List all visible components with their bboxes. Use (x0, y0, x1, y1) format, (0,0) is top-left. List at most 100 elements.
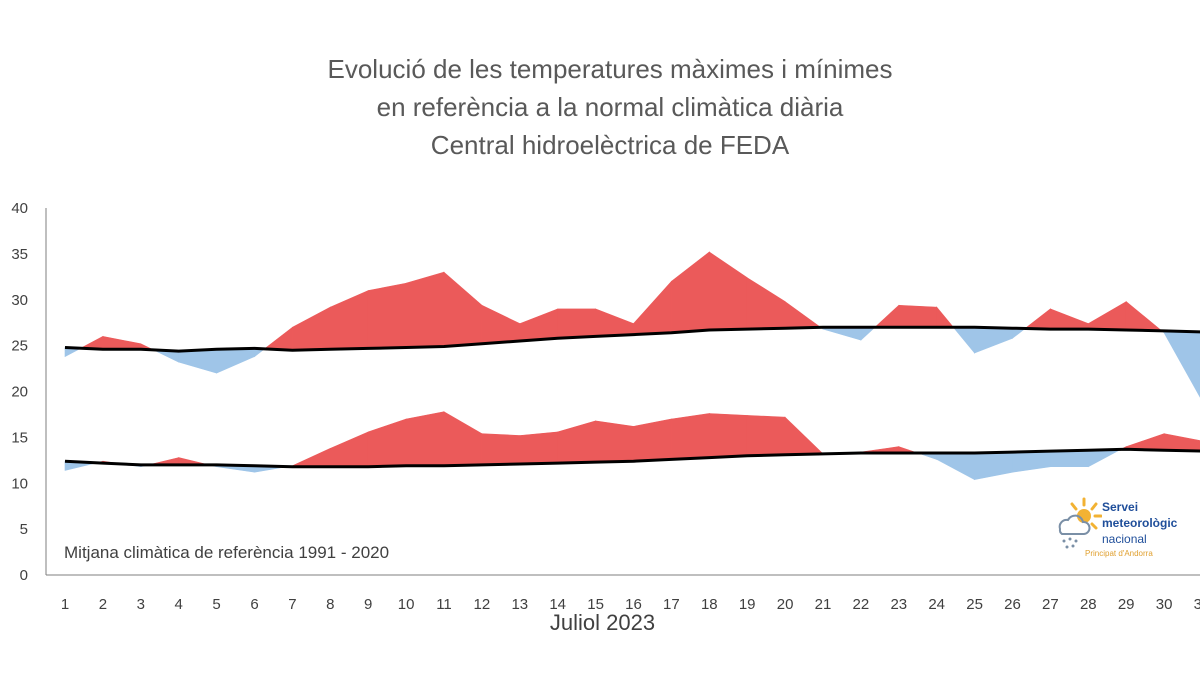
y-tick-35: 35 (11, 246, 28, 263)
tmax-anomaly-segment-day-28 (1088, 301, 1127, 331)
anomaly-areas (64, 251, 1200, 481)
x-tick-21: 21 (815, 596, 832, 613)
tmax-anomaly-segment-day-29 (1125, 300, 1163, 332)
tmin-anomaly-segment-day-25 (974, 451, 1013, 480)
chart-title-line-1: Evolució de les temperatures màximes i m… (327, 54, 893, 84)
tmax-anomaly-segment-day-12 (481, 304, 521, 345)
x-tick-28: 28 (1080, 596, 1097, 613)
tmax-anomaly-segment-day-7 (292, 306, 331, 351)
x-tick-31: 31 (1194, 596, 1200, 613)
tmax-anomaly-segment-day-19 (746, 277, 786, 330)
logo-line-2: meteorològic (1102, 516, 1178, 530)
tmax-anomaly-segment-day-27 (1050, 308, 1089, 330)
normal-lines (64, 325, 1200, 469)
tmax-anomaly-segment-day-11 (443, 271, 483, 347)
y-tick-10: 10 (11, 475, 28, 492)
logo-subtitle: Principat d'Andorra (1085, 549, 1153, 558)
x-axis-label: Juliol 2023 (549, 610, 656, 635)
tmax-anomaly-segment-day-15 (595, 308, 634, 337)
tmax-anomaly-segment-day-30 (1163, 330, 1200, 398)
x-tick-15: 15 (587, 596, 604, 613)
x-tick-7: 7 (288, 596, 296, 613)
tmax-anomaly-segment-day-17 (671, 251, 710, 334)
y-tick-15: 15 (11, 429, 28, 446)
x-tick-26: 26 (1004, 596, 1021, 613)
chart-title-line-3: Central hidroelèctrica de FEDA (430, 130, 790, 160)
tmin-anomaly-segment-day-12 (481, 433, 521, 466)
x-tick-13: 13 (511, 596, 528, 613)
tmax-anomaly-segment-day-6 (263, 326, 293, 351)
tmin-anomaly-segment-day-24 (936, 452, 975, 481)
logo-line-3: nacional (1102, 532, 1147, 546)
tmin-anomaly-segment-day-28 (1088, 449, 1121, 468)
tmin-anomaly-segment-day-19 (746, 415, 786, 457)
tmax-anomaly-segment-day-18 (709, 251, 748, 331)
axes (45, 208, 1200, 576)
y-tick-5: 5 (20, 521, 28, 538)
logo-line-1: Servei (1102, 500, 1139, 514)
x-tick-20: 20 (777, 596, 794, 613)
y-tick-25: 25 (11, 338, 28, 355)
tmax-anomaly-segment-day-20 (784, 301, 822, 329)
x-tick-6: 6 (250, 596, 258, 613)
x-tick-2: 2 (99, 596, 107, 613)
tmin-anomaly-segment-day-17 (671, 413, 710, 460)
x-tick-4: 4 (175, 596, 183, 613)
tmin-anomaly-segment-day-16 (633, 418, 672, 462)
x-tick-19: 19 (739, 596, 756, 613)
x-tick-22: 22 (853, 596, 870, 613)
chart-title: Evolució de les temperatures màximes i m… (0, 50, 1200, 164)
tmax-anomaly-segment-day-25 (974, 326, 1013, 354)
x-tick-30: 30 (1156, 596, 1173, 613)
x-tick-27: 27 (1042, 596, 1059, 613)
x-tick-3: 3 (137, 596, 145, 613)
tmax-anomaly-segment-day-2 (102, 336, 142, 350)
tmax-anomaly-segment-day-22 (874, 304, 900, 328)
x-tick-labels: 1 2 3 4 5 6 7 8 9 10 11 12 13 14 15 16 17 18 19 20 21 22 23 24 2… (61, 596, 1200, 613)
tmin-anomaly-segment-day-11 (443, 411, 483, 467)
tmin-anomaly-segment-day-20 (784, 416, 824, 456)
smn-logo: Servei meteorològic nacional Principat d… (1052, 495, 1200, 565)
tmax-anomaly-segment-day-14 (557, 308, 596, 339)
x-tick-8: 8 (326, 596, 334, 613)
tmax-anomaly-segment-day-26 (1024, 308, 1051, 330)
x-tick-14: 14 (549, 596, 566, 613)
tmin-anomaly-segment-day-9 (367, 418, 407, 468)
tmax-anomaly-segment-day-24 (952, 327, 975, 354)
tmax-anomaly-segment-day-22 (860, 327, 876, 341)
tmin-anomaly-segment-day-30 (1163, 433, 1200, 452)
chart-title-line-2: en referència a la normal climàtica diàr… (376, 92, 844, 122)
tmax-anomaly-segment-day-10 (405, 271, 445, 348)
tmin-anomaly-segment-day-26 (1012, 450, 1051, 473)
tmax-anomaly-segment-day-13 (519, 308, 558, 342)
tmax-anomaly-segment-day-21 (822, 327, 862, 341)
x-tick-1: 1 (61, 596, 69, 613)
x-tick-16: 16 (625, 596, 642, 613)
x-tick-5: 5 (212, 596, 220, 613)
x-tick-10: 10 (398, 596, 415, 613)
tmin-anomaly-segment-day-18 (709, 413, 748, 458)
tmax-normal-line (64, 325, 1200, 353)
tmin-anomaly-segment-day-15 (595, 420, 634, 463)
y-tick-30: 30 (11, 292, 28, 309)
tmax-anomaly-segment-day-9 (367, 282, 407, 349)
tmax-anomaly-segment-day-24 (936, 306, 955, 328)
tmin-anomaly-segment-day-10 (405, 411, 445, 467)
tmin-anomaly-segment-day-7 (292, 447, 331, 467)
x-tick-9: 9 (364, 596, 372, 613)
tmax-anomaly-segment-day-23 (898, 304, 937, 328)
tmin-anomaly-segment-day-8 (330, 431, 369, 467)
x-tick-12: 12 (474, 596, 491, 613)
tmax-anomaly-segment-day-5 (216, 348, 255, 374)
tmin-anomaly-segment-day-29 (1125, 433, 1165, 451)
tmax-anomaly-segment-day-8 (330, 290, 369, 350)
x-tick-17: 17 (663, 596, 680, 613)
reference-period-note: Mitjana climàtica de referència 1991 - 2… (64, 543, 390, 562)
x-tick-18: 18 (701, 596, 718, 613)
x-tick-24: 24 (928, 596, 945, 613)
tmin-anomaly-segment-day-13 (519, 431, 558, 465)
tmin-anomaly-segment-day-14 (557, 420, 596, 464)
tmin-anomaly-segment-day-27 (1050, 449, 1089, 467)
x-tick-29: 29 (1118, 596, 1135, 613)
